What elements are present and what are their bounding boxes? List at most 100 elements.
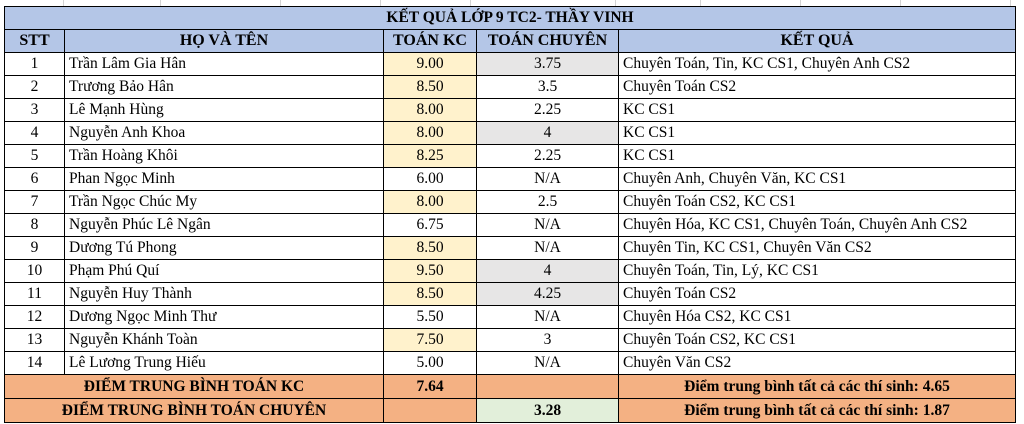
cell-name[interactable]: Trần Lâm Gia Hân bbox=[64, 52, 384, 76]
cell-stt[interactable]: 3 bbox=[4, 98, 65, 122]
avg-all-chuyen[interactable]: Điểm trung bình tất cả các thí sinh: 1.8… bbox=[617, 398, 1017, 423]
cell-stt[interactable]: 10 bbox=[4, 259, 65, 283]
empty-cell[interactable] bbox=[476, 374, 619, 399]
cell-name[interactable]: Lê Mạnh Hùng bbox=[64, 98, 384, 122]
avg-chuyen-label[interactable]: ĐIỂM TRUNG BÌNH TOÁN CHUYÊN bbox=[4, 398, 384, 423]
table-row: 4 Nguyễn Anh Khoa 8.00 4 KC CS1 bbox=[4, 121, 1017, 145]
cell-ket-qua[interactable]: Chuyên Toán CS2, KC CS1 bbox=[617, 190, 1017, 214]
avg-all-kc[interactable]: Điểm trung bình tất cả các thí sinh: 4.6… bbox=[617, 374, 1017, 399]
sheet-gridlines bbox=[0, 0, 1024, 6]
cell-toan-kc[interactable]: 5.50 bbox=[383, 305, 477, 329]
cell-name[interactable]: Dương Ngọc Minh Thư bbox=[64, 305, 384, 329]
cell-ket-qua[interactable]: Chuyên Hóa CS2, KC CS1 bbox=[617, 305, 1017, 329]
cell-ket-qua[interactable]: Chuyên Toán, Tin, Lý, KC CS1 bbox=[617, 259, 1017, 283]
header-toan-kc[interactable]: TOÁN KC bbox=[383, 29, 477, 53]
cell-stt[interactable]: 11 bbox=[4, 282, 65, 306]
cell-stt[interactable]: 2 bbox=[4, 75, 65, 99]
cell-ket-qua[interactable]: Chuyên Toán CS2 bbox=[617, 282, 1017, 306]
cell-toan-kc[interactable]: 8.50 bbox=[383, 236, 477, 260]
cell-name[interactable]: Dương Tú Phong bbox=[64, 236, 384, 260]
cell-name[interactable]: Trương Bảo Hân bbox=[64, 75, 384, 99]
cell-toan-kc[interactable]: 6.00 bbox=[383, 167, 477, 191]
avg-kc-label[interactable]: ĐIỂM TRUNG BÌNH TOÁN KC bbox=[4, 374, 384, 399]
table-row: 10 Phạm Phú Quí 9.50 4 Chuyên Toán, Tin, Lý,… bbox=[4, 259, 1017, 283]
results-table: KẾT QUẢ LỚP 9 TC2- THẦY VINH STT HỌ VÀ T… bbox=[3, 6, 1017, 423]
cell-name[interactable]: Nguyễn Khánh Toàn bbox=[64, 328, 384, 352]
empty-cell[interactable] bbox=[383, 398, 477, 423]
header-name[interactable]: HỌ VÀ TÊN bbox=[64, 29, 384, 53]
cell-name[interactable]: Trần Ngọc Chúc My bbox=[64, 190, 384, 214]
cell-toan-kc[interactable]: 8.00 bbox=[383, 121, 477, 145]
cell-ket-qua[interactable]: KC CS1 bbox=[617, 121, 1017, 145]
cell-toan-chuyen[interactable]: 4 bbox=[476, 259, 619, 283]
header-ket-qua[interactable]: KẾT QUẢ bbox=[617, 29, 1017, 53]
cell-stt[interactable]: 12 bbox=[4, 305, 65, 329]
table-row: 6 Phan Ngọc Minh 6.00 N/A Chuyên Anh, Chuyên… bbox=[4, 167, 1017, 191]
cell-toan-kc[interactable]: 5.00 bbox=[383, 351, 477, 375]
cell-ket-qua[interactable]: KC CS1 bbox=[617, 144, 1017, 168]
cell-toan-chuyen[interactable]: 2.5 bbox=[476, 190, 619, 214]
header-stt[interactable]: STT bbox=[4, 29, 65, 53]
cell-toan-chuyen[interactable]: N/A bbox=[476, 213, 619, 237]
avg-chuyen-value[interactable]: 3.28 bbox=[476, 398, 619, 423]
cell-ket-qua[interactable]: Chuyên Toán CS2, KC CS1 bbox=[617, 328, 1017, 352]
cell-stt[interactable]: 13 bbox=[4, 328, 65, 352]
header-row: STT HỌ VÀ TÊN TOÁN KC TOÁN CHUYÊN KẾT QU… bbox=[4, 29, 1017, 53]
cell-ket-qua[interactable]: Chuyên Toán CS2 bbox=[617, 75, 1017, 99]
title-row: KẾT QUẢ LỚP 9 TC2- THẦY VINH bbox=[3, 6, 1017, 30]
cell-toan-chuyen[interactable]: 2.25 bbox=[476, 98, 619, 122]
cell-stt[interactable]: 1 bbox=[4, 52, 65, 76]
table-row: 8 Nguyễn Phúc Lê Ngân 6.75 N/A Chuyên Hóa, K… bbox=[4, 213, 1017, 237]
cell-name[interactable]: Nguyễn Huy Thành bbox=[64, 282, 384, 306]
cell-stt[interactable]: 7 bbox=[4, 190, 65, 214]
cell-toan-kc[interactable]: 8.00 bbox=[383, 98, 477, 122]
cell-name[interactable]: Lê Lương Trung Hiếu bbox=[64, 351, 384, 375]
cell-name[interactable]: Nguyễn Phúc Lê Ngân bbox=[64, 213, 384, 237]
cell-ket-qua[interactable]: Chuyên Tin, KC CS1, Chuyên Văn CS2 bbox=[617, 236, 1017, 260]
table-row: 5 Trần Hoàng Khôi 8.25 2.25 KC CS1 bbox=[4, 144, 1017, 168]
footer-row-chuyen: ĐIỂM TRUNG BÌNH TOÁN CHUYÊN 3.28 Điểm tr… bbox=[4, 398, 1017, 423]
cell-toan-chuyen[interactable]: N/A bbox=[476, 236, 619, 260]
cell-stt[interactable]: 6 bbox=[4, 167, 65, 191]
cell-name[interactable]: Nguyễn Anh Khoa bbox=[64, 121, 384, 145]
table-row: 14 Lê Lương Trung Hiếu 5.00 N/A Chuyên Văn C… bbox=[4, 351, 1017, 375]
cell-stt[interactable]: 9 bbox=[4, 236, 65, 260]
cell-toan-chuyen[interactable]: N/A bbox=[476, 305, 619, 329]
cell-name[interactable]: Phan Ngọc Minh bbox=[64, 167, 384, 191]
cell-toan-chuyen[interactable]: N/A bbox=[476, 167, 619, 191]
header-toan-chuyen[interactable]: TOÁN CHUYÊN bbox=[476, 29, 619, 53]
cell-toan-kc[interactable]: 6.75 bbox=[383, 213, 477, 237]
cell-ket-qua[interactable]: KC CS1 bbox=[617, 98, 1017, 122]
cell-toan-chuyen[interactable]: 3 bbox=[476, 328, 619, 352]
cell-ket-qua[interactable]: Chuyên Anh, Chuyên Văn, KC CS1 bbox=[617, 167, 1017, 191]
table-row: 7 Trần Ngọc Chúc My 8.00 2.5 Chuyên Toán CS2… bbox=[4, 190, 1017, 214]
cell-toan-chuyen[interactable]: 4.25 bbox=[476, 282, 619, 306]
cell-ket-qua[interactable]: Chuyên Toán, Tin, KC CS1, Chuyên Anh CS2 bbox=[617, 52, 1017, 76]
cell-name[interactable]: Phạm Phú Quí bbox=[64, 259, 384, 283]
table-row: 13 Nguyễn Khánh Toàn 7.50 3 Chuyên Toán CS2,… bbox=[4, 328, 1017, 352]
cell-toan-kc[interactable]: 8.25 bbox=[383, 144, 477, 168]
cell-toan-chuyen[interactable]: 3.5 bbox=[476, 75, 619, 99]
cell-toan-kc[interactable]: 8.50 bbox=[383, 282, 477, 306]
table-row: 11 Nguyễn Huy Thành 8.50 4.25 Chuyên Toán CS… bbox=[4, 282, 1017, 306]
cell-toan-kc[interactable]: 8.50 bbox=[383, 75, 477, 99]
table-title[interactable]: KẾT QUẢ LỚP 9 TC2- THẦY VINH bbox=[3, 6, 1017, 30]
table-row: 12 Dương Ngọc Minh Thư 5.50 N/A Chuyên Hóa C… bbox=[4, 305, 1017, 329]
cell-toan-kc[interactable]: 9.00 bbox=[383, 52, 477, 76]
cell-ket-qua[interactable]: Chuyên Hóa, KC CS1, Chuyên Toán, Chuyên … bbox=[617, 213, 1017, 237]
cell-toan-chuyen[interactable]: N/A bbox=[476, 351, 619, 375]
cell-stt[interactable]: 8 bbox=[4, 213, 65, 237]
cell-toan-chuyen[interactable]: 4 bbox=[476, 121, 619, 145]
cell-toan-chuyen[interactable]: 3.75 bbox=[476, 52, 619, 76]
cell-stt[interactable]: 5 bbox=[4, 144, 65, 168]
cell-ket-qua[interactable]: Chuyên Văn CS2 bbox=[617, 351, 1017, 375]
table-row: 3 Lê Mạnh Hùng 8.00 2.25 KC CS1 bbox=[4, 98, 1017, 122]
cell-toan-chuyen[interactable]: 2.25 bbox=[476, 144, 619, 168]
cell-stt[interactable]: 14 bbox=[4, 351, 65, 375]
cell-toan-kc[interactable]: 7.50 bbox=[383, 328, 477, 352]
cell-toan-kc[interactable]: 8.00 bbox=[383, 190, 477, 214]
cell-name[interactable]: Trần Hoàng Khôi bbox=[64, 144, 384, 168]
cell-toan-kc[interactable]: 9.50 bbox=[383, 259, 477, 283]
avg-kc-value[interactable]: 7.64 bbox=[383, 374, 477, 399]
cell-stt[interactable]: 4 bbox=[4, 121, 65, 145]
